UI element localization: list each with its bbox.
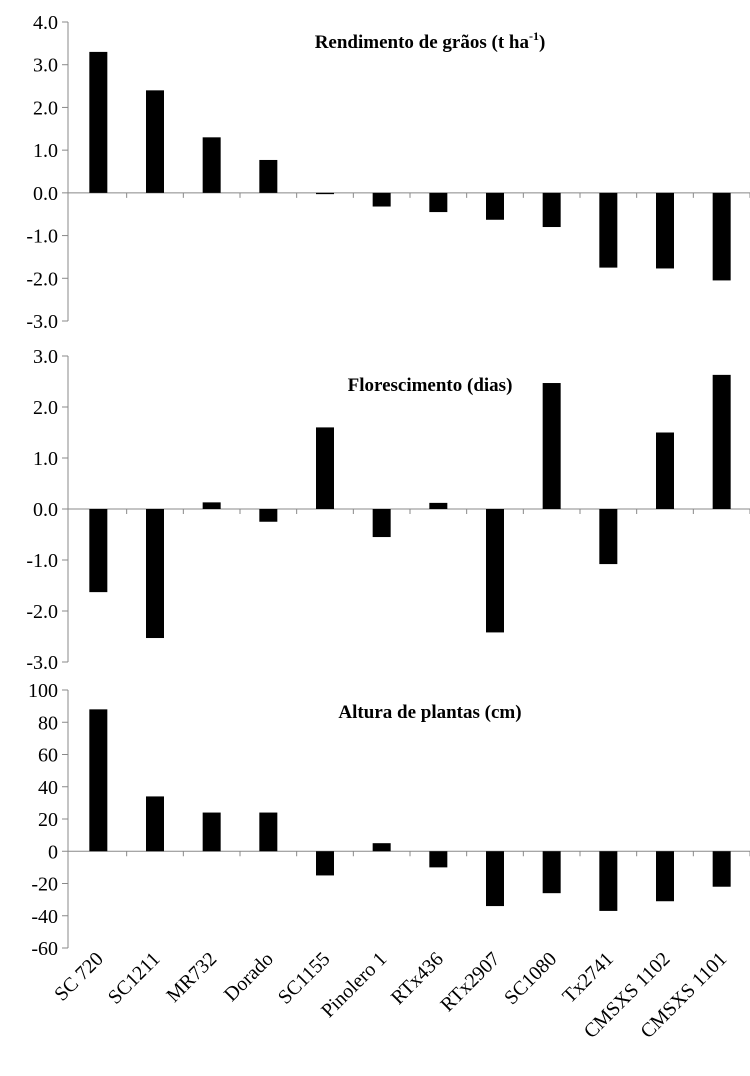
category-label: SC 720 (50, 948, 108, 1006)
bar-3-3 (202, 812, 221, 852)
y-tick-label: 3.0 (33, 55, 58, 77)
bar-2-12 (712, 374, 731, 509)
y-tick-label: -3.0 (26, 652, 58, 674)
bar-2-4 (259, 509, 278, 522)
y-tick-label: -2.0 (26, 601, 58, 623)
panel-title-text: Altura de plantas (cm) (338, 702, 521, 723)
bar-1-7 (429, 192, 448, 213)
panel-title-end: ) (539, 32, 545, 53)
bar-2-5 (316, 427, 334, 509)
y-tick-label: 4.0 (33, 12, 58, 34)
category-label: SC1211 (104, 948, 165, 1009)
bar-2-1 (89, 509, 108, 593)
y-tick-label: -2.0 (26, 268, 58, 290)
bar-2-6 (372, 509, 391, 538)
bar-3-11 (656, 851, 674, 902)
bar-2-10 (599, 509, 618, 565)
panel-3: 100 80 60 40 20 0 -20 -40 -60 Altura de plantas (… (28, 680, 750, 960)
bar-3-4 (259, 812, 278, 852)
y-tick-label: -1.0 (26, 226, 58, 248)
panel-title: Altura de plantas (cm) (338, 702, 521, 723)
category-label: RTx2907 (436, 948, 504, 1016)
bar-1-3 (202, 137, 221, 193)
panel-1: 4.0 3.0 2.0 1.0 0.0 -1.0 -2.0 -3.0 Rendimento de… (26, 12, 750, 333)
bar-1-5 (316, 192, 334, 195)
bar-3-12 (712, 851, 731, 887)
bar-2-3 (202, 502, 221, 509)
category-label: MR732 (162, 948, 221, 1007)
y-tick-label: 80 (38, 712, 58, 734)
bar-1-12 (712, 192, 731, 281)
panel-title-text: Rendimento de grãos (t ha (315, 32, 530, 53)
y-tick-label: 0.0 (33, 499, 58, 521)
bar-2-2 (146, 509, 164, 639)
panel-2: 3.0 2.0 1.0 0.0 -1.0 -2.0 -3.0 Florescimento (d… (26, 346, 750, 674)
bar-3-2 (146, 796, 164, 852)
panel-title-text: Florescimento (dias) (348, 375, 513, 396)
bar-2-11 (656, 432, 674, 509)
bar-1-11 (656, 192, 674, 269)
y-tick-label: 2.0 (33, 97, 58, 119)
bar-2-7 (429, 502, 448, 509)
bar-2-9 (542, 383, 561, 509)
bar-3-8 (486, 851, 504, 907)
category-label: SC1080 (500, 948, 561, 1009)
y-tick-label: 2.0 (33, 397, 58, 419)
bar-3-9 (542, 851, 561, 894)
bar-3-1 (89, 709, 108, 852)
panel-title: Florescimento (dias) (348, 375, 513, 396)
bar-3-10 (599, 851, 618, 911)
bar-1-9 (542, 192, 561, 228)
bar-1-4 (259, 159, 278, 193)
y-tick-label: 100 (28, 680, 58, 702)
y-tick-label: 1.0 (33, 140, 58, 162)
bar-1-6 (372, 192, 391, 207)
y-tick-label: 1.0 (33, 448, 58, 470)
y-tick-label: -40 (31, 906, 58, 928)
y-tick-label: 40 (38, 777, 58, 799)
y-tick-label: 3.0 (33, 346, 58, 368)
bar-3-7 (429, 851, 448, 868)
y-tick-label: 60 (38, 745, 58, 767)
y-tick-label: -3.0 (26, 311, 58, 333)
bar-1-8 (486, 192, 504, 220)
y-tick-label: -20 (31, 874, 58, 896)
y-tick-label: 0 (48, 841, 58, 863)
y-tick-label: -1.0 (26, 550, 58, 572)
y-tick-label: -60 (31, 938, 58, 960)
bar-1-10 (599, 192, 618, 268)
bar-1-1 (89, 51, 108, 193)
chart-panels: 4.0 3.0 2.0 1.0 0.0 -1.0 -2.0 -3.0 Rendimento de… (26, 12, 750, 960)
panel-title-superscript: -1 (529, 29, 539, 43)
category-label: Dorado (220, 948, 278, 1006)
bar-3-6 (372, 843, 391, 852)
y-tick-label: 0.0 (33, 183, 58, 205)
bar-3-5 (316, 851, 334, 876)
bar-1-2 (146, 90, 164, 193)
bar-2-8 (486, 509, 504, 633)
panel-title: Rendimento de grãos (t ha-1) (315, 29, 546, 53)
y-tick-label: 20 (38, 809, 58, 831)
